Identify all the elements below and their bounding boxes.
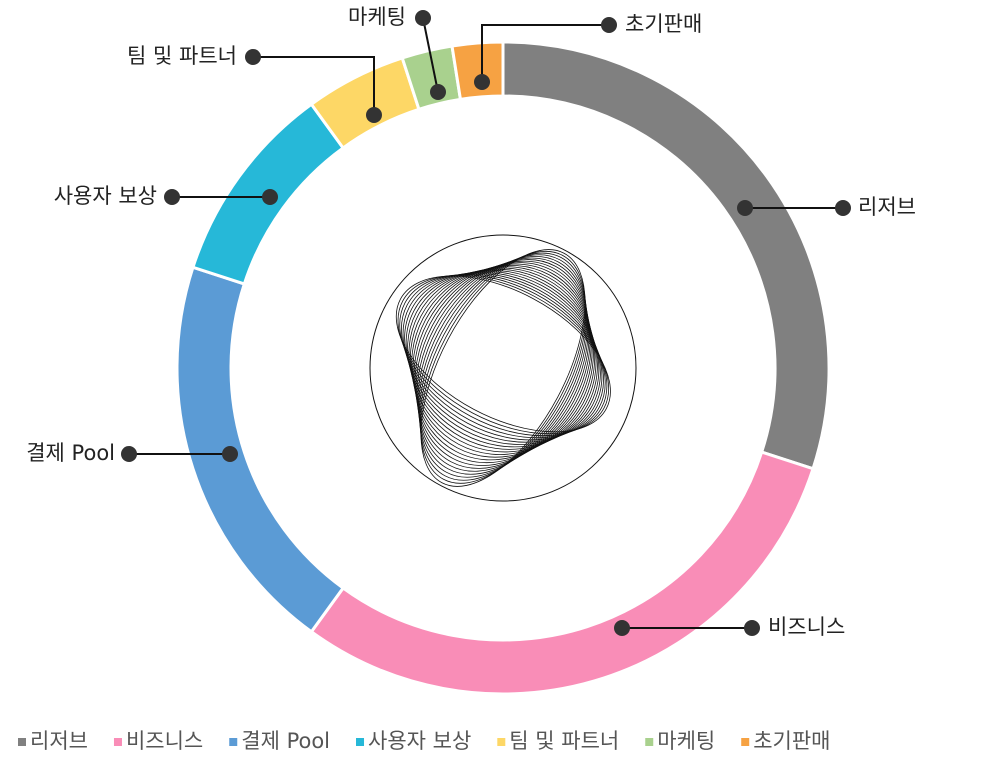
leader-dot [245,49,261,65]
donut-segment [452,42,503,99]
callout-label: 결제 Pool [26,441,115,465]
leader-dot [744,620,760,636]
leader-dot [474,74,490,90]
callout-label: 비즈니스 [768,615,845,639]
leader-dot [222,446,238,462]
legend-label: 초기판매 [753,729,830,753]
legend-swatch [497,738,505,746]
legend-swatch [741,738,749,746]
legend-label: 리저브 [30,729,88,753]
callout-label: 초기판매 [625,12,702,36]
legend-label: 결제 Pool [241,729,330,753]
legend-label: 마케팅 [657,729,715,753]
donut-segment [311,452,813,694]
callout-label: 사용자 보상 [54,184,157,208]
legend-swatch [114,738,122,746]
legend-swatch [18,738,26,746]
legend-swatch [356,738,364,746]
legend-swatch [229,738,237,746]
legend-label: 비즈니스 [126,729,203,753]
leader-dot [366,107,382,123]
callout-label: 마케팅 [348,5,406,29]
donut-segment [503,42,829,469]
callout-label: 팀 및 파트너 [127,44,237,68]
leader-dot [121,446,137,462]
callout-label: 리저브 [858,195,916,219]
legend-label: 팀 및 파트너 [509,729,619,753]
leader-dot [601,17,617,33]
legend-swatch [645,738,653,746]
center-logo [370,224,636,512]
leader-dot [164,189,180,205]
chart: 리저브비즈니스결제 Pool사용자 보상팀 및 파트너마케팅초기판매리저브비즈니… [0,0,1005,759]
leader-dot [737,200,753,216]
leader-dot [835,200,851,216]
leader-dot [262,189,278,205]
legend-label: 사용자 보상 [368,729,471,753]
donut-segment [177,267,343,631]
leader-dot [430,84,446,100]
leader-dot [415,10,431,26]
logo-ring [382,231,625,496]
leader-dot [614,620,630,636]
